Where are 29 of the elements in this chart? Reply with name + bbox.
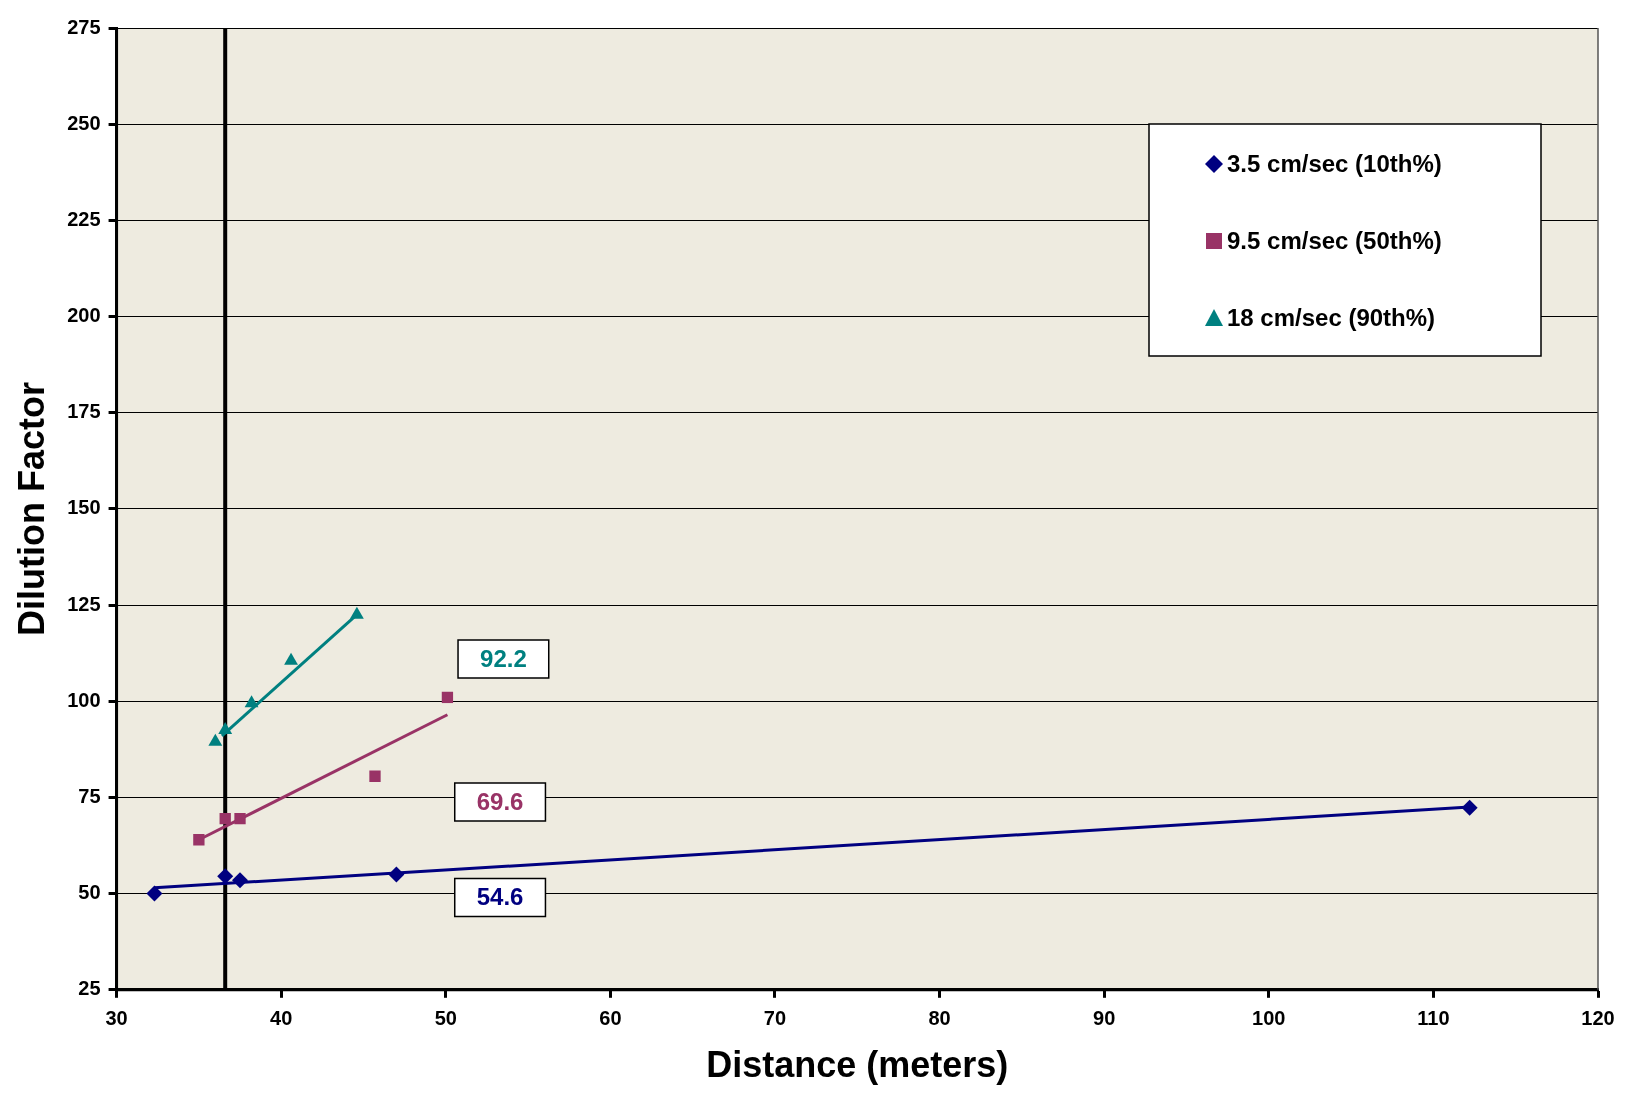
- x-tick-label: 50: [434, 1007, 457, 1030]
- legend-label: 9.5 cm/sec (50th%): [1227, 226, 1442, 254]
- y-tick-label: 50: [78, 881, 101, 904]
- x-tick-label: 110: [1417, 1007, 1450, 1030]
- x-tick-label: 70: [763, 1007, 787, 1030]
- y-axis-title: Dilution Factor: [10, 381, 52, 636]
- annotation: 54.6: [476, 883, 524, 911]
- legend-label: 18 cm/sec (90th%): [1227, 303, 1436, 331]
- y-tick-label: 175: [67, 400, 101, 423]
- y-tick-label: 125: [67, 592, 101, 615]
- annotation: 69.6: [476, 787, 524, 815]
- annotation: 92.2: [480, 644, 527, 672]
- x-tick-label: 90: [1093, 1007, 1116, 1030]
- x-axis-title: Distance (meters): [706, 1044, 1009, 1086]
- y-tick-label: 25: [78, 977, 101, 1000]
- y-tick-label: 75: [78, 784, 101, 807]
- y-tick-label: 250: [67, 111, 101, 134]
- x-tick-label: 80: [928, 1007, 951, 1030]
- x-tick-label: 30: [105, 1007, 128, 1030]
- legend-label: 3.5 cm/sec (10th%): [1227, 149, 1442, 177]
- y-tick-label: 100: [67, 688, 101, 711]
- y-tick-label: 150: [67, 496, 101, 519]
- x-tick-label: 60: [599, 1007, 622, 1030]
- x-tick-label: 100: [1252, 1007, 1286, 1030]
- x-tick-label: 120: [1581, 1007, 1615, 1030]
- y-tick-label: 200: [67, 304, 101, 327]
- y-tick-label: 225: [67, 207, 101, 230]
- x-tick-label: 40: [270, 1007, 293, 1030]
- y-tick-label: 275: [67, 15, 101, 38]
